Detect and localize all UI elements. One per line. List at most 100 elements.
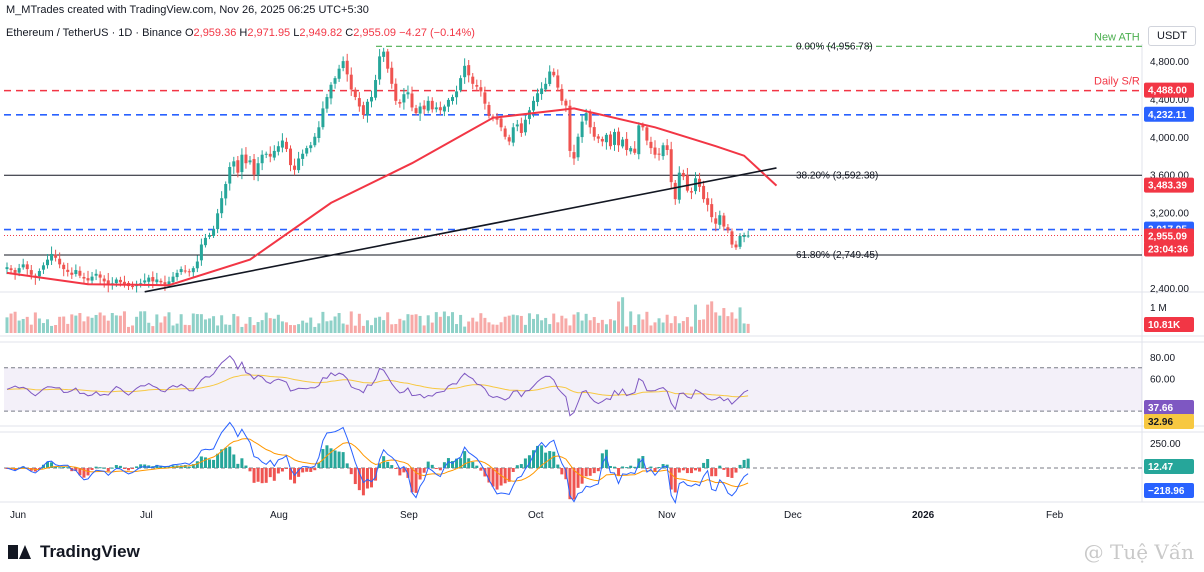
volume-bar (365, 320, 369, 333)
volume-bar (305, 322, 309, 333)
macd-histogram-bar (167, 466, 171, 468)
volume-bar (669, 323, 673, 333)
candle-body (702, 185, 706, 200)
macd-histogram-bar (365, 468, 369, 489)
macd-histogram-bar (252, 468, 256, 483)
candle-body (536, 93, 540, 102)
annotations: 0.00% (4,956.78) 38.20% (3,592.38) 61.80% … (796, 31, 1140, 261)
open-value: 2,959.36 (193, 27, 237, 39)
macd-histogram-bar (374, 468, 378, 481)
volume-bar (677, 323, 681, 333)
macd-histogram-bar (495, 468, 499, 490)
volume-bar (519, 315, 523, 333)
macd-histogram-bar (264, 468, 268, 483)
volume-bar (159, 322, 163, 333)
volume-bar (544, 317, 548, 333)
macd-histogram-bar (418, 468, 422, 480)
volume-tick-label: 1 M (1150, 303, 1167, 314)
volume-bar (139, 311, 143, 333)
candle-body (21, 264, 25, 268)
volume-bar (689, 326, 693, 333)
candle-body (742, 235, 746, 237)
open-label: O (184, 27, 194, 39)
macd-histogram-bar (604, 449, 608, 468)
volume-bar (641, 319, 645, 333)
volume-bar (17, 320, 21, 333)
rsi-line (6, 355, 749, 417)
candle-body (13, 270, 17, 273)
volume-bar (220, 315, 224, 333)
macd-histogram-bar (301, 468, 305, 473)
volume-bar (5, 317, 9, 333)
rsi-tick-label: 60.00 (1150, 375, 1175, 386)
macd-histogram-bar (625, 467, 629, 469)
volume-bar (236, 316, 240, 333)
candle-body (309, 145, 313, 149)
macd-histogram-bar (272, 468, 276, 481)
candle-body (430, 100, 434, 110)
candle-body (673, 182, 677, 200)
macd-histogram-bar (584, 468, 588, 477)
volume-bar (568, 325, 572, 333)
volume-bar (430, 322, 434, 333)
candle-body (580, 121, 584, 138)
candle-body (479, 87, 483, 92)
macd-histogram-bar (82, 468, 86, 478)
macd-histogram-bar (434, 468, 438, 469)
volume-bar (649, 325, 653, 333)
volume-bar (260, 320, 264, 333)
candle-body (102, 278, 106, 282)
candle-body (131, 285, 135, 288)
macd-histogram-bar (106, 468, 110, 472)
volume-bar (471, 317, 475, 333)
macd-hist-tag: 12.47 (1148, 462, 1173, 473)
quote-currency-button[interactable]: USDT (1148, 26, 1196, 46)
candle-body (17, 268, 21, 273)
candle-body (523, 119, 527, 133)
volume-bar (46, 319, 49, 333)
time-tick-label: 2026 (912, 510, 935, 521)
candle-body (669, 149, 673, 183)
volume-bar (374, 317, 378, 333)
candle-body (685, 175, 689, 191)
candle-body (297, 158, 301, 171)
time-tick-label: Aug (270, 510, 288, 521)
macd-signal-line (6, 438, 749, 488)
candle-body (195, 261, 199, 269)
volume-bar (459, 314, 463, 333)
macd-histogram-bar (41, 464, 45, 468)
volume-bar (580, 320, 584, 333)
price-axis: 4,800.00 4,400.00 4,000.00 3,600.00 3,200.00… (1150, 57, 1189, 295)
macd-histogram-bar (224, 447, 228, 468)
symbol-legend[interactable]: Ethereum / TetherUS · 1D · Binance O2,95… (6, 27, 475, 39)
macd-histogram-bar (734, 468, 738, 473)
volume-bar (58, 316, 62, 333)
candle-body (576, 136, 580, 158)
volume-bar (203, 319, 207, 333)
time-tick-label: Oct (528, 510, 544, 521)
candle-body (564, 100, 568, 106)
volume-bar (681, 321, 685, 333)
macd-histogram-bar (313, 468, 317, 471)
volume-bar (507, 315, 511, 333)
candle-body (187, 271, 191, 273)
macd-histogram-bar (673, 468, 677, 493)
macd-histogram-bar (629, 465, 633, 468)
volume-bar (633, 325, 637, 333)
macd-histogram-bar (191, 464, 195, 468)
macd-histogram-bar (402, 468, 406, 473)
candle-body (499, 118, 503, 128)
candle-body (280, 140, 284, 148)
candle-body (147, 277, 151, 282)
candle-body (183, 270, 187, 272)
macd-histogram-bar (110, 467, 114, 469)
volume-bar (394, 324, 398, 333)
candle-body (572, 152, 576, 159)
macd-histogram-bar (228, 446, 232, 468)
candle-body (248, 160, 252, 163)
volume-bar (511, 314, 515, 333)
brand-name: TradingView (40, 542, 140, 561)
candle-body (155, 279, 159, 283)
volume-bar (746, 323, 750, 333)
